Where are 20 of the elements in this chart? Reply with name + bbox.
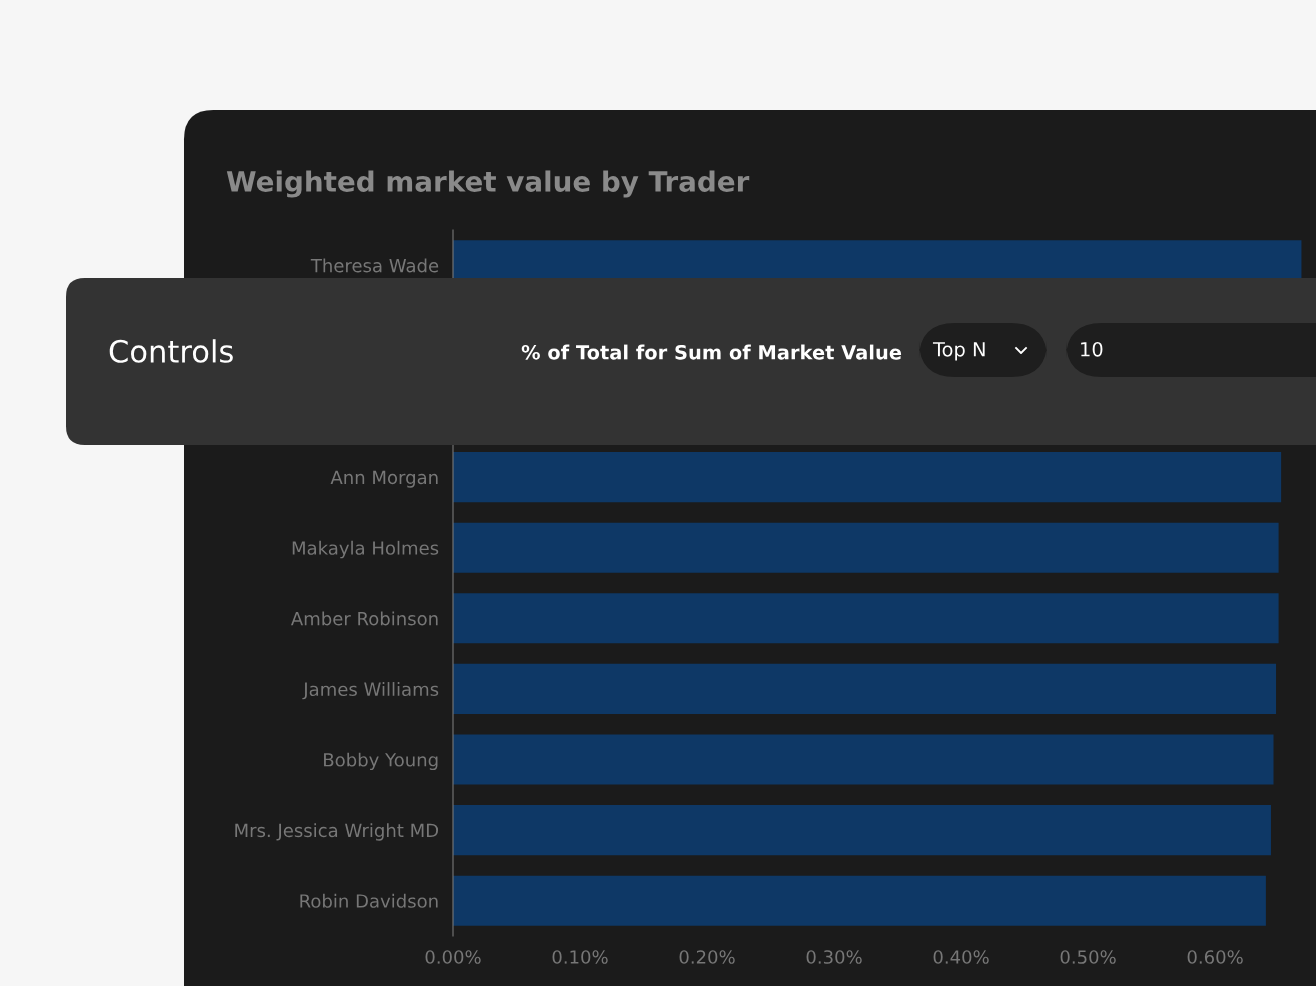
y-tick-label: Bobby Young <box>324 752 438 771</box>
y-tick-label: Theresa Wade <box>310 258 439 273</box>
annotation: Top N <box>932 342 985 361</box>
annotation: 10 <box>1081 341 1103 357</box>
chart-title: Weighted market value by Trader <box>226 170 750 198</box>
y-tick-label: Makayla Holmes <box>292 540 439 559</box>
text: Controls <box>109 339 233 363</box>
y-tick-label: Robin Davidson <box>300 893 438 908</box>
y-tick-label: James Williams <box>302 682 439 700</box>
x-tick-label: 0.30% <box>806 950 862 964</box>
x-tick-label: 0.20% <box>679 950 735 964</box>
y-tick-label: Mrs. Jessica Wright MD <box>235 823 439 841</box>
x-tick-label: 0.00% <box>425 950 481 964</box>
y-tick-label: Amber Robinson <box>290 611 438 626</box>
x-tick-label: 0.10% <box>552 950 608 964</box>
x-tick-label: 0.50% <box>1060 950 1116 964</box>
y-tick-label: Ann Morgan <box>330 470 438 488</box>
x-tick-label: 0.40% <box>933 950 989 964</box>
x-tick-label: 0.60% <box>1187 950 1243 964</box>
annotation: % of Total for Sum of Market Value <box>521 344 902 360</box>
